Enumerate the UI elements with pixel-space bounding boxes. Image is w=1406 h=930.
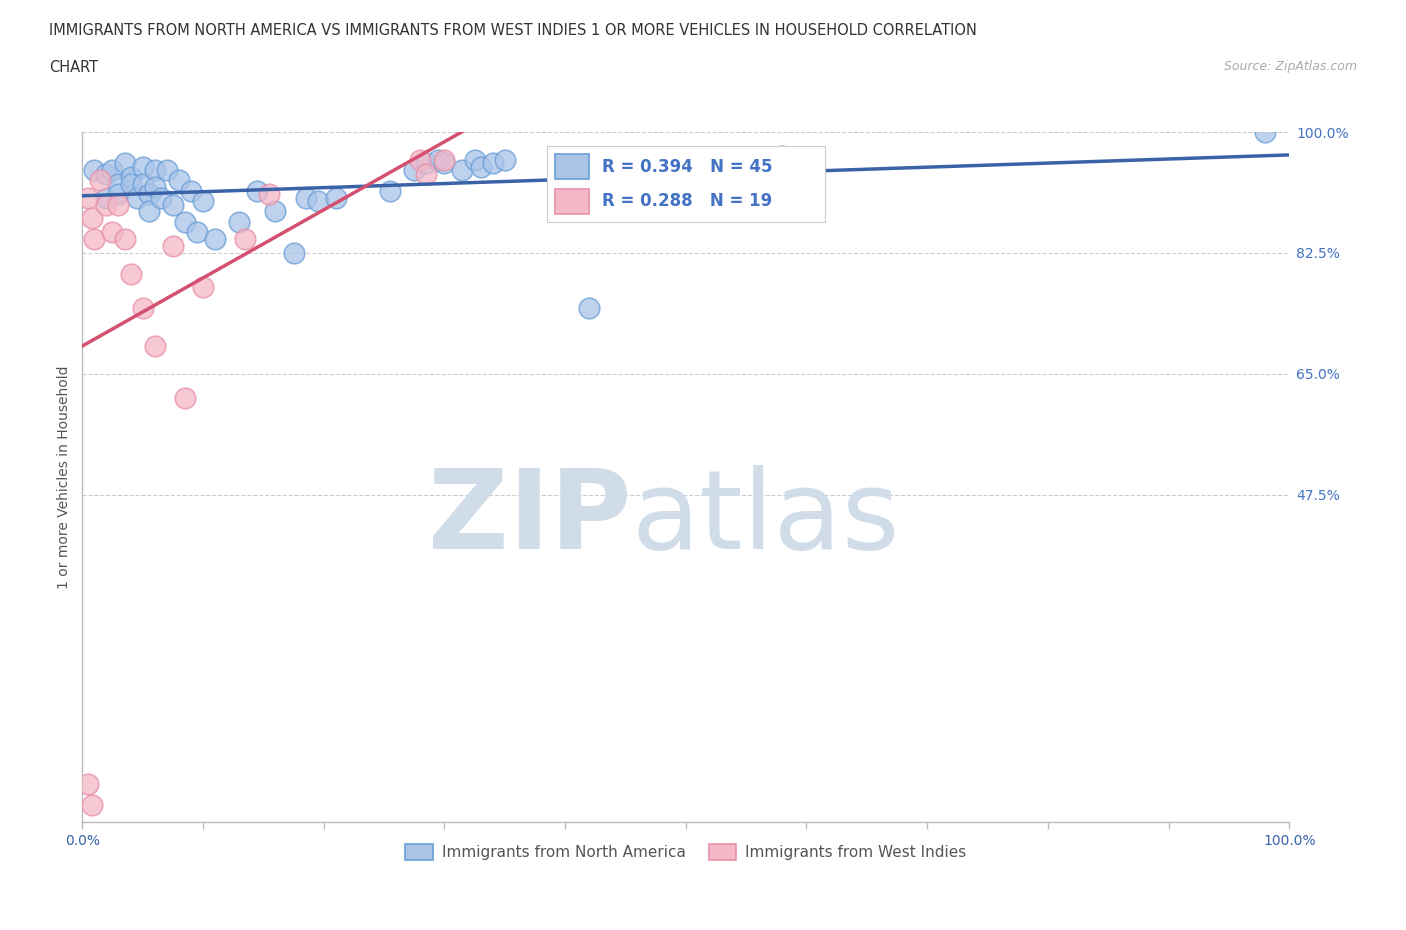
Point xyxy=(283,246,305,260)
Point xyxy=(470,159,492,174)
Point xyxy=(415,155,437,170)
Point xyxy=(167,173,190,188)
Point xyxy=(246,183,269,198)
Point xyxy=(120,177,142,192)
Point xyxy=(494,153,516,167)
Point xyxy=(156,163,179,178)
Point xyxy=(325,191,347,206)
Point xyxy=(451,163,474,178)
Point xyxy=(138,187,160,202)
Point xyxy=(131,300,153,315)
Point xyxy=(96,197,118,212)
Point xyxy=(143,179,166,194)
Point xyxy=(80,798,103,813)
Point xyxy=(204,232,226,246)
Point xyxy=(464,153,486,167)
Text: atlas: atlas xyxy=(631,465,900,572)
Point xyxy=(409,153,432,167)
Point xyxy=(173,215,195,230)
Point xyxy=(1254,125,1277,140)
Point xyxy=(415,166,437,181)
Point xyxy=(96,191,118,206)
Point xyxy=(191,280,214,295)
Point xyxy=(264,204,287,219)
Text: Source: ZipAtlas.com: Source: ZipAtlas.com xyxy=(1223,60,1357,73)
Point xyxy=(89,173,111,188)
Legend: Immigrants from North America, Immigrants from West Indies: Immigrants from North America, Immigrant… xyxy=(399,838,973,867)
Point xyxy=(131,159,153,174)
Point xyxy=(107,187,129,202)
Point xyxy=(131,177,153,192)
Point xyxy=(114,155,136,170)
Point xyxy=(107,177,129,192)
Point xyxy=(80,211,103,226)
Point xyxy=(294,191,316,206)
Point xyxy=(143,339,166,353)
Point xyxy=(427,153,450,167)
Point xyxy=(433,155,456,170)
Point xyxy=(162,197,184,212)
Point xyxy=(578,300,600,315)
Y-axis label: 1 or more Vehicles in Household: 1 or more Vehicles in Household xyxy=(58,365,72,589)
Point xyxy=(180,183,202,198)
Point xyxy=(173,391,195,405)
Point xyxy=(77,191,100,206)
Point xyxy=(228,215,250,230)
Point xyxy=(191,193,214,208)
Point xyxy=(162,239,184,254)
Point xyxy=(138,204,160,219)
Point xyxy=(96,166,118,181)
Text: IMMIGRANTS FROM NORTH AMERICA VS IMMIGRANTS FROM WEST INDIES 1 OR MORE VEHICLES : IMMIGRANTS FROM NORTH AMERICA VS IMMIGRA… xyxy=(49,23,977,38)
Point xyxy=(83,163,105,178)
Point xyxy=(83,232,105,246)
Text: CHART: CHART xyxy=(49,60,98,75)
Point xyxy=(107,197,129,212)
Point xyxy=(149,191,172,206)
Point xyxy=(307,193,329,208)
Point xyxy=(120,266,142,281)
Point xyxy=(125,191,148,206)
Point xyxy=(378,183,401,198)
Point xyxy=(770,149,793,164)
Point xyxy=(143,163,166,178)
Point xyxy=(114,232,136,246)
Point xyxy=(120,169,142,184)
Text: ZIP: ZIP xyxy=(427,465,631,572)
Point xyxy=(101,225,124,240)
Point xyxy=(404,163,426,178)
Point xyxy=(259,187,281,202)
Point xyxy=(186,225,208,240)
Point xyxy=(101,163,124,178)
Point xyxy=(481,155,503,170)
Point xyxy=(233,232,256,246)
Point xyxy=(433,153,456,167)
Point xyxy=(77,777,100,792)
